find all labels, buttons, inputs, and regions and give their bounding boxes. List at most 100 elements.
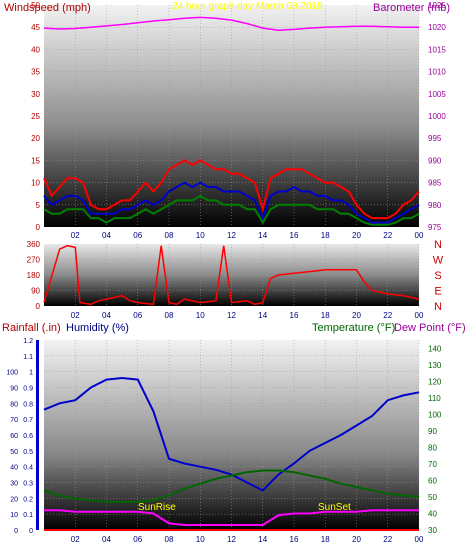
compass-label: W [433,255,444,267]
compass-label: S [434,270,441,282]
y-tick-temperature: 70 [428,460,437,469]
y-tick-right: 1010 [428,68,446,77]
y-tick-temperature: 60 [428,476,437,485]
x-tick-label: 06 [133,231,142,240]
rainfall-axis-title: Rainfall (.in) [2,322,61,334]
y-tick-humidity: 90 [10,386,18,393]
y-tick-left: 90 [31,287,40,296]
x-tick-label: 20 [352,231,361,240]
y-tick-left: 270 [27,256,41,265]
temperature-series [43,376,420,531]
y-tick-left: 360 [27,240,41,249]
y-tick-right: 975 [428,223,442,232]
x-tick-label: 06 [133,311,142,320]
y-tick-right: 995 [428,134,442,143]
y-tick-humidity: 30 [10,481,18,488]
y-tick-left: 20 [31,134,40,143]
windspeed-axis-title: Windspeed (mph) [4,2,91,14]
x-tick-label: 18 [321,535,330,544]
y-tick-rainfall: 1.2 [23,338,33,345]
x-tick-label: 16 [290,311,299,320]
x-tick-label: 14 [258,231,267,240]
y-tick-temperature: 130 [428,361,442,370]
y-tick-temperature: 50 [428,493,437,502]
x-tick-label: 18 [321,231,330,240]
series-windspeed [43,181,420,224]
x-tick-label: 00 [415,535,424,544]
direction-grid [44,244,420,306]
x-tick-label: 10 [196,231,205,240]
y-tick-rainfall: 0.3 [23,481,33,488]
y-tick-left: 5 [36,201,41,210]
y-tick-humidity: 10 [10,512,18,519]
x-tick-label: 12 [227,231,236,240]
x-tick-label: 20 [352,535,361,544]
chart-title: 24 hour graph day March 08 2018 [172,1,323,12]
x-tick-label: 16 [290,535,299,544]
y-tick-humidity: 80 [10,401,18,408]
x-tick-label: 00 [415,231,424,240]
y-tick-temperature: 80 [428,443,437,452]
y-tick-humidity: 60 [10,433,18,440]
y-tick-humidity: 0 [14,528,18,535]
y-tick-temperature: 120 [428,377,442,386]
direction-series [43,244,420,306]
y-tick-rainfall: 0.1 [23,512,33,519]
y-tick-rainfall: 0.4 [23,465,33,472]
y-tick-left: 15 [31,156,40,165]
x-tick-label: 16 [290,231,299,240]
y-tick-rainfall: 0.8 [23,401,33,408]
y-tick-left: 40 [31,45,40,54]
x-tick-label: 14 [258,311,267,320]
x-tick-label: 06 [133,535,142,544]
y-tick-rainfall: 0.5 [23,449,33,456]
x-tick-label: 02 [71,311,80,320]
x-tick-label: 02 [71,231,80,240]
dewpoint-axis-title: Dew Point (°F) [394,322,466,334]
series-direction [43,244,420,306]
wind-series [43,16,420,226]
y-tick-left: 0 [36,302,41,311]
series-average [43,194,420,226]
rainfall-axis-bar [36,340,39,530]
series-temperature [43,469,420,503]
y-tick-humidity: 70 [10,417,18,424]
y-tick-rainfall: 0 [29,528,33,535]
y-tick-left: 30 [31,90,40,99]
y-tick-rainfall: 0.2 [23,496,33,503]
y-tick-temperature: 100 [428,410,442,419]
x-tick-label: 00 [415,311,424,320]
x-tick-label: 12 [227,535,236,544]
y-tick-humidity: 20 [10,496,18,503]
y-tick-left: 45 [31,23,40,32]
x-tick-label: 04 [102,231,111,240]
y-tick-temperature: 110 [428,394,441,403]
y-tick-rainfall: 1 [29,370,33,377]
wind-ticks: 0510152025303540455097598098599099510001… [31,1,446,240]
y-tick-temperature: 140 [428,344,442,353]
x-tick-label: 04 [102,311,111,320]
x-tick-label: 22 [383,231,392,240]
y-tick-temperature: 90 [428,427,437,436]
y-tick-right: 1015 [428,45,446,54]
x-tick-label: 08 [165,231,174,240]
x-tick-label: 18 [321,311,330,320]
sunset-label: SunSet [318,502,351,513]
x-tick-label: 14 [258,535,267,544]
y-tick-right: 1025 [428,1,446,10]
y-tick-left: 10 [31,179,40,188]
barometer-axis-title: Barometer (mb) [373,2,450,14]
y-tick-humidity: 100 [6,370,18,377]
x-tick-label: 10 [196,535,205,544]
y-tick-right: 980 [428,201,442,210]
compass-label: E [434,286,441,298]
y-tick-temperature: 40 [428,509,437,518]
y-tick-left: 35 [31,68,40,77]
x-tick-label: 08 [165,535,174,544]
temperature-grid [44,340,420,530]
y-tick-rainfall: 0.6 [23,433,33,440]
temperature-axis-title: Temperature (°F) [312,322,395,334]
x-tick-label: 02 [71,535,80,544]
sunrise-label: SunRise [138,502,176,513]
